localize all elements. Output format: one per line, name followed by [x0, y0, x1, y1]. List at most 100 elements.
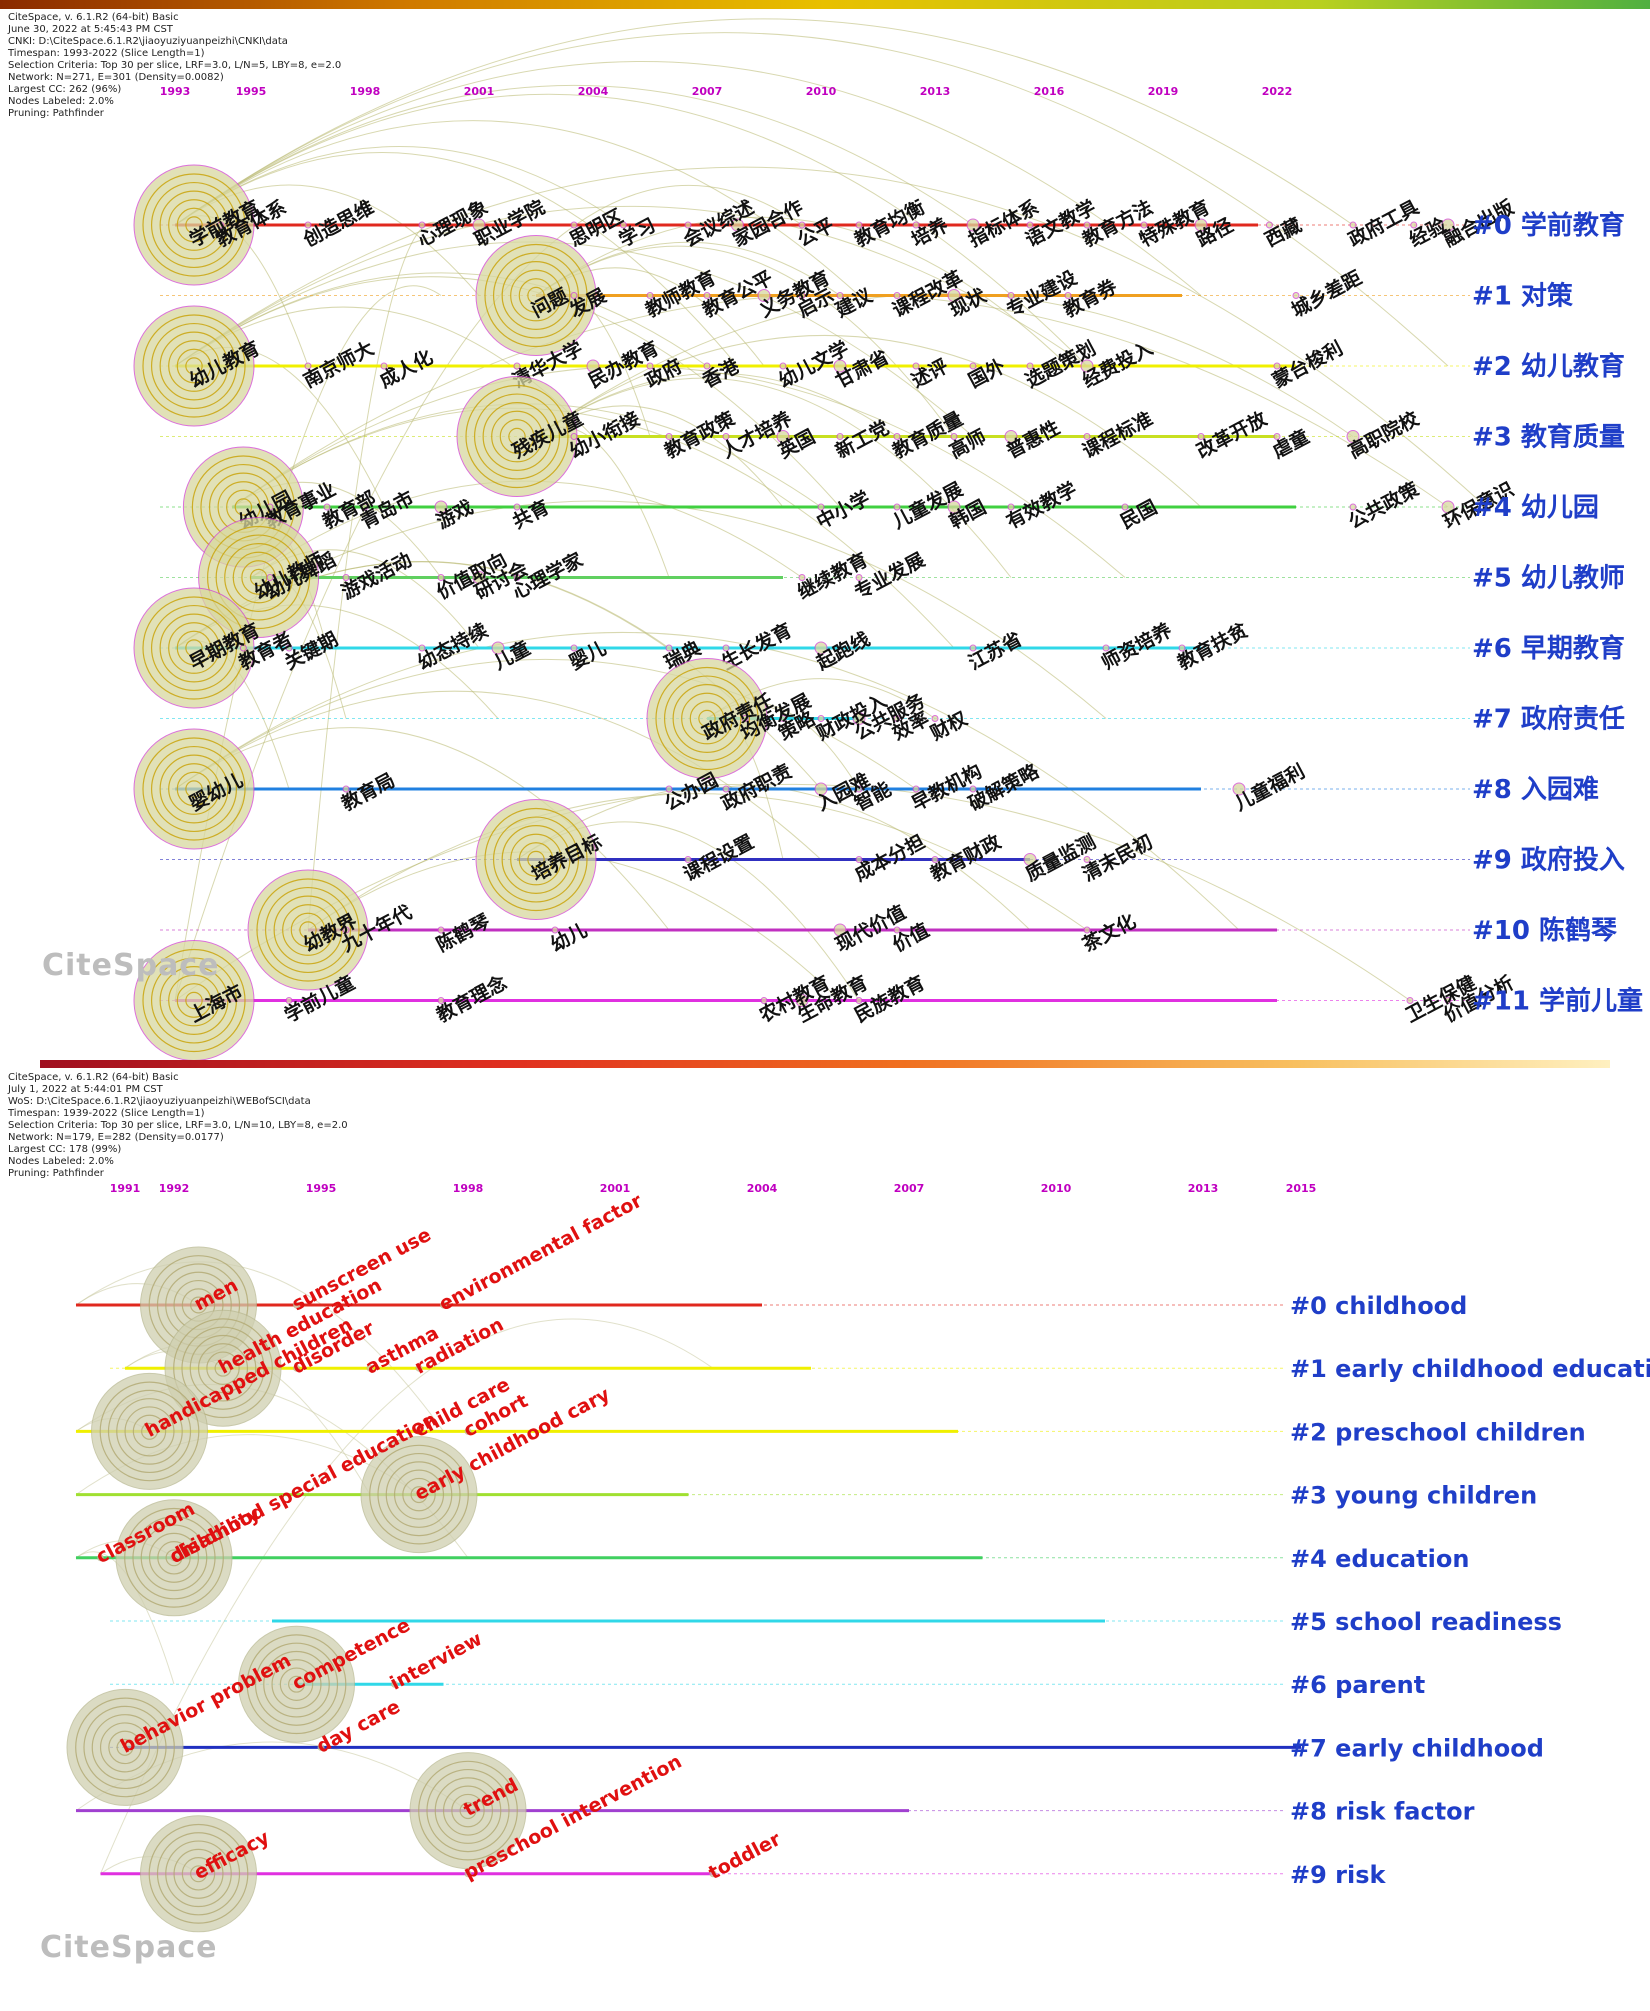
keyword-node: [776, 430, 790, 443]
keyword-node: [814, 641, 828, 655]
keyword-node: [464, 1427, 472, 1435]
node-circle: [418, 644, 426, 652]
node-ring: [518, 278, 554, 313]
keyword-node: [969, 362, 977, 370]
node-ring: [207, 525, 311, 630]
node-circle: [304, 221, 312, 229]
keyword-label: 公共政策: [1345, 477, 1424, 533]
node-circle: [836, 292, 844, 299]
node-circle: [551, 926, 559, 934]
keyword-node: [912, 785, 920, 793]
keyword-node: [570, 644, 578, 652]
node-circle: [366, 1364, 374, 1372]
node-ring: [698, 709, 716, 728]
node-ring: [256, 878, 360, 982]
node-circle: [814, 782, 828, 796]
node-ring: [185, 357, 203, 375]
node-circle: [415, 1427, 423, 1435]
node-circle: [969, 362, 977, 370]
node-circle: [1410, 221, 1418, 229]
node-ring: [173, 1318, 273, 1419]
node-circle: [646, 292, 654, 299]
keyword-label: 民国: [1117, 496, 1161, 533]
node-ring: [393, 1469, 445, 1520]
node-circle: [97, 1554, 104, 1562]
keyword-node: [1410, 221, 1418, 229]
link-arc: [174, 631, 1240, 931]
metadata-line: WoS: D:\CiteSpace.6.1.R2\jiaoyuziyuanpei…: [8, 1096, 311, 1107]
node-ring: [527, 850, 545, 869]
keyword-label: 幼儿: [547, 918, 591, 956]
keyword-node: [836, 292, 844, 299]
keyword-node: [1265, 221, 1273, 229]
node-circle: [646, 362, 654, 370]
keyword-label: 成人化: [376, 345, 437, 392]
year-tick-label: 1995: [306, 1182, 337, 1195]
node-ring: [159, 613, 229, 683]
keyword-node: [491, 641, 505, 655]
node-circle: [730, 218, 744, 232]
node-ring: [434, 1777, 502, 1844]
keyword-node: [1083, 221, 1091, 229]
bottom-metadata: CiteSpace, v. 6.1.R2 (64-bit) Basic July …: [8, 1072, 348, 1180]
node-circle: [170, 1554, 178, 1562]
keyword-node: [1026, 221, 1034, 229]
keyword-node: [722, 433, 730, 440]
keyword-node: [361, 503, 369, 511]
node-circle: [434, 500, 448, 514]
keyword-node: [646, 658, 768, 779]
node-ring: [176, 630, 212, 666]
keyword-node: [741, 715, 749, 722]
link-arc: [174, 18, 1354, 226]
keyword-label: 有效教学: [1003, 477, 1081, 533]
node-circle: [1349, 221, 1357, 229]
node-circle: [570, 644, 578, 652]
keyword-node: [1349, 221, 1357, 229]
keyword-label: 游戏活动: [338, 548, 416, 604]
node-circle: [285, 644, 293, 652]
year-tick-label: 2019: [1148, 85, 1179, 98]
keyword-node: [893, 926, 901, 934]
keyword-label: 陈鹤琴: [433, 909, 495, 957]
node-circle: [684, 856, 692, 863]
keyword-node: [855, 997, 863, 1004]
node-circle: [855, 856, 863, 863]
cluster-label: #4 幼儿园: [1472, 493, 1599, 523]
keyword-label: 普惠性: [1003, 416, 1064, 463]
link-arc: [535, 335, 1202, 508]
keyword-node: [513, 362, 521, 370]
keyword-node: [464, 1870, 472, 1878]
node-ring: [282, 904, 334, 956]
year-tick-label: 2013: [920, 85, 951, 98]
metadata-line: Network: N=179, E=282 (Density=0.0177): [8, 1132, 224, 1143]
node-circle: [798, 574, 806, 581]
metadata-line: Pruning: Pathfinder: [8, 1168, 104, 1179]
keyword-label: 幼态持续: [414, 618, 492, 674]
node-circle: [665, 644, 673, 652]
keyword-node: [1004, 430, 1018, 443]
keyword-node: [722, 785, 730, 793]
node-ring: [232, 551, 285, 604]
node-circle: [779, 715, 787, 722]
node-ring: [176, 771, 212, 807]
node-ring: [263, 1650, 330, 1718]
node-circle: [491, 641, 505, 655]
node-ring: [141, 1422, 158, 1440]
keyword-node: [239, 644, 247, 652]
node-ring: [410, 1486, 428, 1504]
keyword-node: [513, 574, 521, 581]
keyword-label: 中小学: [813, 486, 874, 533]
cluster-label: #2 preschool children: [1290, 1418, 1586, 1446]
node-circle: [855, 997, 863, 1004]
keyword-node: [855, 574, 863, 581]
node-circle: [1007, 292, 1015, 299]
keyword-node: [779, 362, 787, 370]
node-ring: [273, 895, 343, 965]
keyword-node: [665, 644, 673, 652]
metadata-line: Largest CC: 262 (96%): [8, 84, 122, 95]
cluster-label: #6 早期教育: [1472, 633, 1625, 664]
node-ring: [173, 1848, 224, 1899]
node-circle: [1194, 218, 1208, 232]
node-ring: [369, 1444, 469, 1545]
metadata-line: Network: N=271, E=301 (Density=0.0082): [8, 72, 224, 83]
